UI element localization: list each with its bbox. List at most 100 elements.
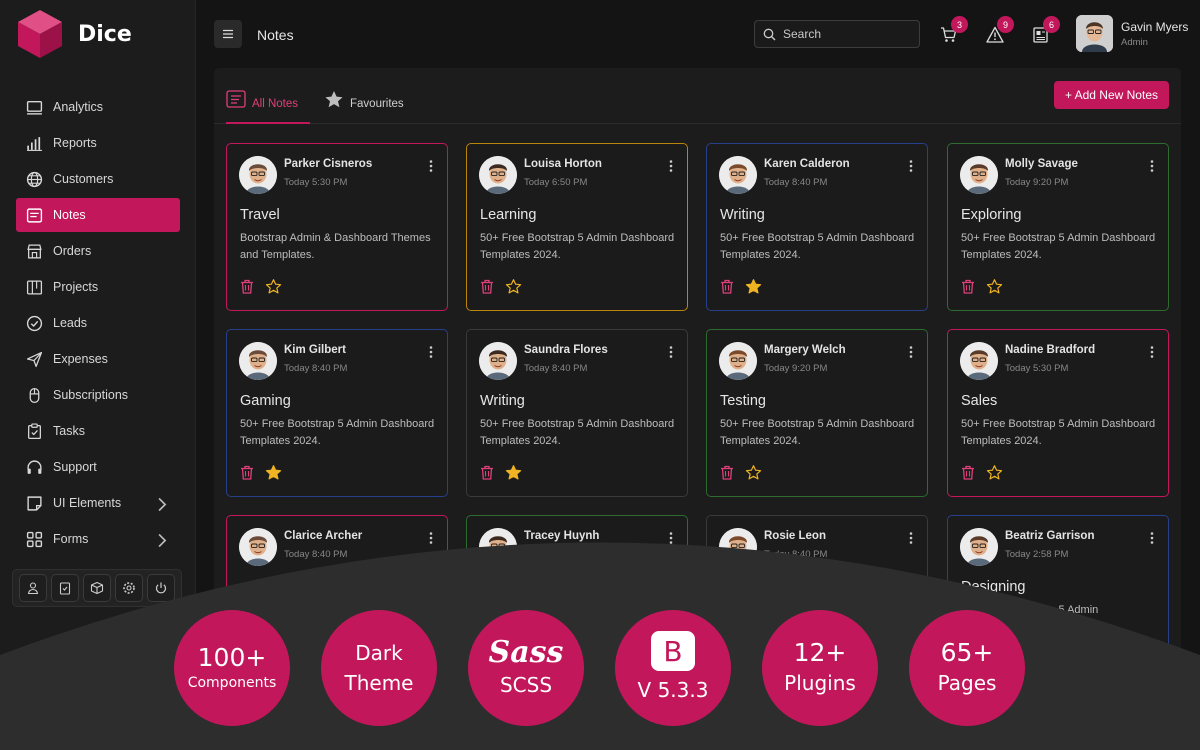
- power-icon: [155, 582, 167, 594]
- user-menu[interactable]: Gavin Myers Admin: [1076, 15, 1188, 52]
- user-info: Gavin Myers Admin: [1121, 20, 1188, 48]
- avatar-image: [719, 342, 757, 380]
- trash-icon[interactable]: [720, 465, 734, 480]
- kebab-menu-icon[interactable]: [429, 160, 433, 172]
- kebab-menu-icon[interactable]: [429, 532, 433, 544]
- sidebar-item-label: Analytics: [53, 100, 104, 114]
- note-card[interactable]: Nadine Bradford Today 5:30 PM Sales 50+ Fre…: [947, 329, 1169, 497]
- sidebar-item-analytics[interactable]: Analytics: [16, 90, 180, 124]
- kebab-menu-icon[interactable]: [429, 346, 433, 358]
- sidebar-item-leads[interactable]: Leads: [16, 306, 180, 340]
- sidebar-item-ui-elements[interactable]: UI Elements: [16, 486, 180, 520]
- note-time: Today 6:50 PM: [524, 177, 588, 188]
- note-author: Margery Welch: [764, 344, 846, 356]
- note-title: Learning: [480, 207, 537, 223]
- chevron-right-icon: [158, 497, 167, 512]
- promo-scss-badge: Sass SCSS: [468, 610, 584, 726]
- note-time: Today 8:40 PM: [764, 177, 828, 188]
- avatar: [239, 342, 277, 380]
- note-time: Today 9:20 PM: [1005, 177, 1069, 188]
- avatar: [479, 342, 517, 380]
- trash-icon[interactable]: [240, 279, 254, 294]
- note-card[interactable]: Kim Gilbert Today 8:40 PM Gaming 50+ Free B…: [226, 329, 448, 497]
- tab-favourites[interactable]: Favourites: [324, 91, 404, 124]
- kebab-menu-icon[interactable]: [669, 160, 673, 172]
- sidebar-item-tasks[interactable]: Tasks: [16, 414, 180, 448]
- kebab-menu-icon[interactable]: [669, 346, 673, 358]
- bootstrap-logo-icon: B: [651, 631, 695, 671]
- sidebar-item-expenses[interactable]: Expenses: [16, 342, 180, 376]
- trash-icon[interactable]: [240, 465, 254, 480]
- avatar: [719, 528, 757, 566]
- sidebar-item-customers[interactable]: Customers: [16, 162, 180, 196]
- avatar: [1076, 15, 1113, 52]
- sidebar-item-subscriptions[interactable]: Subscriptions: [16, 378, 180, 412]
- kebab-menu-icon[interactable]: [1150, 532, 1154, 544]
- kebab-menu-icon[interactable]: [909, 532, 913, 544]
- sidebar-item-label: Orders: [53, 244, 92, 258]
- star-filled-icon[interactable]: [745, 278, 762, 295]
- kebab-menu-icon[interactable]: [1150, 160, 1154, 172]
- sidebar-nav: Analytics Reports Customers Notes Orders…: [16, 90, 180, 558]
- star-outline-icon[interactable]: [986, 464, 1003, 481]
- sidebar-item-label: Subscriptions: [53, 388, 129, 402]
- sidebar-item-label: Tasks: [53, 424, 85, 438]
- note-card[interactable]: Molly Savage Today 9:20 PM Exploring 50+ Fr…: [947, 143, 1169, 311]
- star-outline-icon[interactable]: [745, 650, 762, 667]
- profile-button[interactable]: [19, 574, 47, 602]
- tasks-button[interactable]: [51, 574, 79, 602]
- avatar: [479, 156, 517, 194]
- sidebar-item-support[interactable]: Support: [16, 450, 180, 484]
- kebab-menu-icon[interactable]: [909, 346, 913, 358]
- note-card[interactable]: Saundra Flores Today 8:40 PM Writing 50+ Fr…: [466, 329, 688, 497]
- star-filled-icon[interactable]: [265, 464, 282, 481]
- settings-button[interactable]: [115, 574, 143, 602]
- sidebar-item-forms[interactable]: Forms: [16, 522, 180, 556]
- menu-toggle-button[interactable]: [214, 20, 242, 48]
- star-icon: [325, 91, 343, 108]
- kebab-menu-icon[interactable]: [1150, 346, 1154, 358]
- sidebar-item-projects[interactable]: Projects: [16, 270, 180, 304]
- sidebar-item-label: Projects: [53, 280, 99, 294]
- messages-count-badge: 6: [1043, 16, 1060, 33]
- note-card[interactable]: Margery Welch Today 9:20 PM Testing 50+ Fre…: [706, 329, 928, 497]
- note-description: 50+ Free Bootstrap 5 Admin Dashboard Tem…: [480, 418, 675, 447]
- tab-all-notes[interactable]: All Notes: [226, 90, 310, 124]
- note-time: Today 8:40 PM: [284, 549, 348, 560]
- avatar-image: [239, 528, 277, 566]
- promo-dark-theme-badge: Dark Theme: [321, 610, 437, 726]
- sidebar-item-reports[interactable]: Reports: [16, 126, 180, 160]
- trash-icon[interactable]: [480, 279, 494, 294]
- brand-logo[interactable]: Dice: [16, 8, 132, 60]
- kebab-menu-icon[interactable]: [669, 532, 673, 544]
- bar-chart-icon: [27, 136, 42, 151]
- logout-button[interactable]: [147, 574, 175, 602]
- search-input[interactable]: [783, 27, 903, 41]
- note-description: 50+ Free Bootstrap 5 Admin Dashboard Tem…: [240, 418, 435, 447]
- star-filled-icon[interactable]: [505, 464, 522, 481]
- trash-icon[interactable]: [720, 279, 734, 294]
- kebab-menu-icon[interactable]: [909, 160, 913, 172]
- star-outline-icon[interactable]: [986, 278, 1003, 295]
- sidebar-item-notes[interactable]: Notes: [16, 198, 180, 232]
- star-outline-icon[interactable]: [265, 278, 282, 295]
- star-outline-icon[interactable]: [745, 464, 762, 481]
- trash-icon[interactable]: [961, 279, 975, 294]
- note-card[interactable]: Karen Calderon Today 8:40 PM Writing 50+ Fr…: [706, 143, 928, 311]
- modules-button[interactable]: [83, 574, 111, 602]
- note-card[interactable]: Louisa Horton Today 6:50 PM Learning 50+ Fr…: [466, 143, 688, 311]
- trash-icon[interactable]: [480, 465, 494, 480]
- cart-button[interactable]: 3: [940, 16, 968, 44]
- note-author: Kim Gilbert: [284, 344, 346, 356]
- messages-button[interactable]: 6: [1032, 16, 1060, 44]
- gear-icon: [123, 582, 135, 594]
- search-box[interactable]: [754, 20, 920, 48]
- note-author: Louisa Horton: [524, 158, 602, 170]
- alerts-button[interactable]: 9: [986, 16, 1014, 44]
- add-new-notes-button[interactable]: + Add New Notes: [1053, 81, 1169, 109]
- sidebar-item-orders[interactable]: Orders: [16, 234, 180, 268]
- cube-logo-icon: [18, 10, 62, 58]
- note-card[interactable]: Parker Cisneros Today 5:30 PM Travel Bootst…: [226, 143, 448, 311]
- trash-icon[interactable]: [961, 465, 975, 480]
- star-outline-icon[interactable]: [505, 278, 522, 295]
